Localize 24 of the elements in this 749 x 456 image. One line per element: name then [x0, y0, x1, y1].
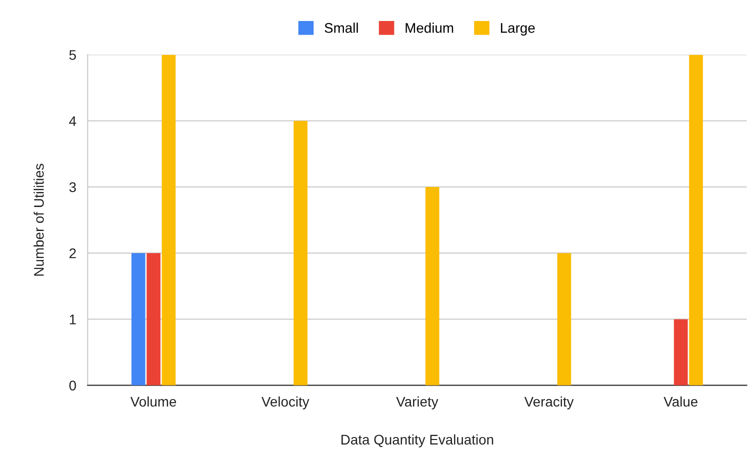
- bar: [131, 253, 146, 386]
- bar: [294, 120, 308, 386]
- x-tick-label: Volume: [130, 396, 176, 407]
- y-tick-label: 3: [69, 182, 76, 192]
- y-tick-label: 4: [69, 116, 76, 126]
- x-tick-label: Variety: [396, 396, 438, 410]
- legend-label: Small: [324, 22, 358, 33]
- x-axis-title: Data Quantity Evaluation: [342, 434, 494, 448]
- legend-label: Large: [500, 23, 535, 36]
- x-tick-label: Value: [664, 396, 698, 407]
- bar: [146, 253, 160, 386]
- bar: [689, 54, 703, 386]
- bar: [674, 319, 688, 386]
- y-tick-label: 1: [70, 314, 76, 324]
- legend-label: Medium: [406, 22, 454, 33]
- bar: [557, 253, 572, 386]
- y-tick-label: 0: [69, 380, 76, 390]
- y-axis-title: Number of Utilities: [34, 164, 44, 276]
- x-tick-label: Veracity: [524, 396, 574, 410]
- y-tick-label: 5: [69, 50, 76, 60]
- x-tick-label: Velocity: [261, 396, 310, 410]
- bar: [425, 186, 440, 386]
- bar: [162, 54, 176, 386]
- y-tick-label: 2: [69, 248, 76, 258]
